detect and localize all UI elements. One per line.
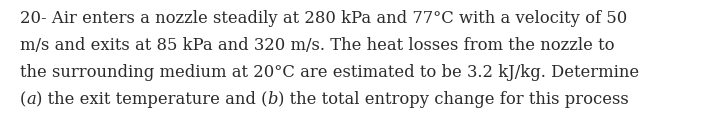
Text: b: b xyxy=(268,91,278,108)
Text: the surrounding medium at 20°C are estimated to be 3.2 kJ/kg. Determine: the surrounding medium at 20°C are estim… xyxy=(20,64,639,81)
Text: 20- Air enters a nozzle steadily at 280 kPa and 77°C with a velocity of 50: 20- Air enters a nozzle steadily at 280 … xyxy=(20,10,627,27)
Text: (: ( xyxy=(20,91,27,108)
Text: m/s and exits at 85 kPa and 320 m/s. The heat losses from the nozzle to: m/s and exits at 85 kPa and 320 m/s. The… xyxy=(20,37,614,54)
Text: ) the exit temperature and (: ) the exit temperature and ( xyxy=(36,91,268,108)
Text: a: a xyxy=(27,91,36,108)
Text: ) the total entropy change for this process: ) the total entropy change for this proc… xyxy=(278,91,629,108)
